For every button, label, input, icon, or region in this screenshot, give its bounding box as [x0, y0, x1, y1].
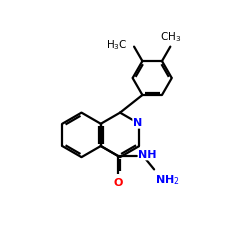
Text: NH$_2$: NH$_2$ [155, 173, 180, 187]
Text: NH: NH [138, 150, 157, 160]
Text: O: O [114, 178, 123, 188]
Text: N: N [134, 118, 143, 128]
Text: N: N [134, 118, 143, 128]
Text: H$_3$C: H$_3$C [106, 38, 128, 52]
Text: CH$_3$: CH$_3$ [160, 30, 181, 44]
